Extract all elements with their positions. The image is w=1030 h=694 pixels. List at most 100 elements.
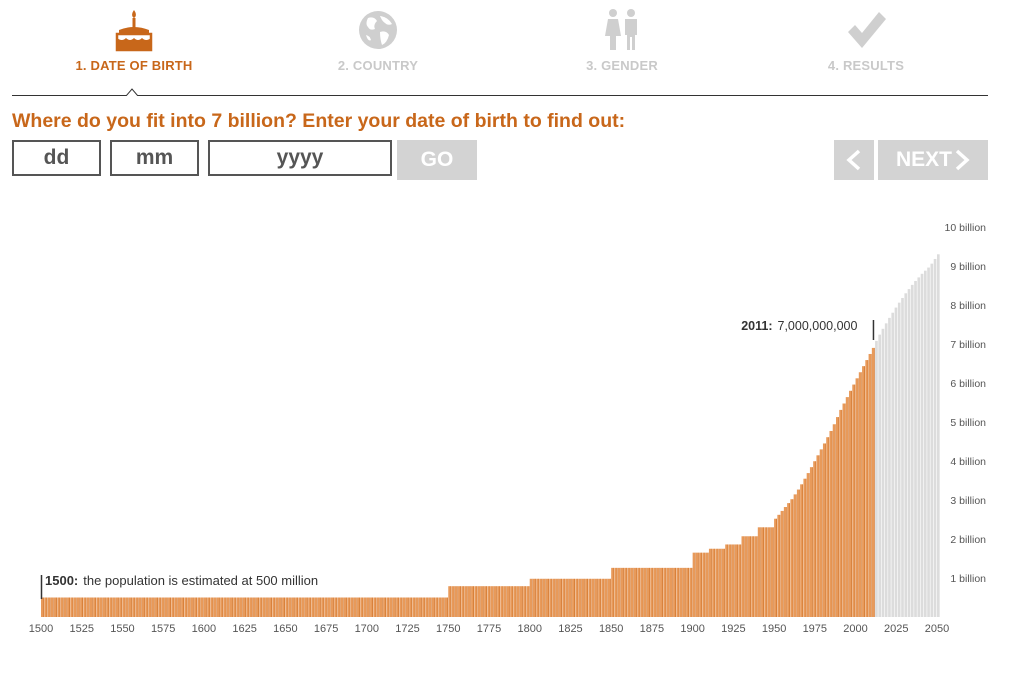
prev-button[interactable] [834, 140, 874, 180]
globe-icon [359, 11, 397, 49]
population-bar [363, 597, 367, 617]
x-tick-label: 1775 [477, 623, 501, 635]
population-bar [754, 536, 758, 617]
x-tick-label: 1850 [599, 623, 623, 635]
x-tick-label: 2025 [884, 623, 908, 635]
population-bar [370, 597, 373, 617]
y-axis-ticks: 1 billion 2 billion 3 billion 4 billion 5 bi… [945, 222, 987, 585]
population-bar [513, 586, 517, 617]
population-bar [373, 597, 376, 617]
population-bar [679, 567, 683, 617]
population-bar [41, 597, 44, 617]
population-bar [647, 567, 650, 617]
progress-steps: 1. DATE OF BIRTH 2. COUNTRY 3. GENDER 4.… [0, 0, 1030, 96]
population-bar [226, 597, 230, 617]
population-bar [852, 384, 855, 617]
population-bar [80, 597, 83, 617]
population-bar [725, 544, 728, 617]
bars-group [41, 254, 940, 618]
population-bar [259, 597, 262, 617]
population-bar [686, 567, 689, 617]
population-bar [532, 578, 536, 617]
month-field[interactable] [110, 140, 199, 176]
day-field[interactable] [12, 140, 101, 176]
population-bar [324, 597, 328, 617]
population-chart: 1500 1525 1550 1575 1600 1625 1650 1675 1700 1725… [29, 222, 987, 635]
population-bar [907, 289, 911, 617]
annotation-1500: 1500: the population is estimated at 500 … [45, 573, 318, 588]
annotation-1500-text: the population is estimated at 500 milli… [83, 573, 318, 588]
population-bar [878, 334, 882, 617]
go-button[interactable]: GO [397, 140, 477, 180]
population-bar [96, 597, 100, 617]
population-bar [128, 597, 132, 617]
month-input[interactable] [112, 142, 197, 174]
population-bar [282, 597, 285, 617]
population-bar [617, 567, 621, 617]
population-bar [431, 597, 435, 617]
population-bar [692, 552, 696, 617]
question-heading: Where do you fit into 7 billion? Enter y… [12, 110, 626, 132]
x-tick-label: 1925 [721, 623, 745, 635]
population-bar [216, 597, 220, 617]
population-bar [526, 586, 530, 617]
population-bar [405, 597, 409, 617]
population-bar [246, 597, 249, 617]
population-bar [435, 597, 438, 617]
population-bar [438, 597, 442, 617]
population-bar [796, 489, 800, 617]
population-bar [914, 280, 917, 617]
population-bar [389, 597, 393, 617]
population-bar [559, 578, 562, 617]
population-bar [718, 548, 722, 617]
population-bar [396, 597, 399, 617]
population-bar [712, 548, 715, 617]
population-bar [278, 597, 282, 617]
population-bar [220, 597, 223, 617]
population-bar [480, 586, 484, 617]
population-bar [598, 578, 601, 617]
x-tick-label: 1625 [232, 623, 256, 635]
population-bar [164, 597, 168, 617]
population-bar [738, 544, 741, 617]
x-tick-label: 1650 [273, 623, 297, 635]
year-field[interactable] [208, 140, 392, 176]
population-bar [207, 597, 210, 617]
x-tick-label: 1825 [558, 623, 582, 635]
population-bar [858, 372, 862, 617]
population-bar [402, 597, 406, 617]
population-bar [399, 597, 403, 617]
population-bar [774, 518, 777, 617]
population-bar [291, 597, 295, 617]
population-bar [552, 578, 556, 617]
population-bar [660, 567, 663, 617]
population-bar [728, 544, 732, 617]
population-bar [578, 578, 582, 617]
population-bar [588, 578, 592, 617]
population-bar [927, 267, 930, 617]
population-bar [884, 323, 888, 617]
population-bar [910, 284, 914, 617]
population-bar [347, 597, 350, 617]
day-input[interactable] [14, 142, 99, 174]
population-bar [184, 597, 188, 617]
population-bar [477, 586, 481, 617]
population-bar [44, 597, 47, 617]
population-bar [392, 597, 396, 617]
population-bar [454, 586, 458, 617]
next-button[interactable]: NEXT [878, 140, 988, 180]
population-bar [304, 597, 308, 617]
population-bar [67, 597, 70, 617]
population-bar [99, 597, 103, 617]
population-bar [60, 597, 64, 617]
population-bar [102, 597, 106, 617]
year-input[interactable] [210, 142, 390, 174]
population-bar [611, 567, 614, 617]
population-bar [510, 586, 513, 617]
population-bar [200, 597, 204, 617]
population-bar [93, 597, 96, 617]
population-bar [549, 578, 552, 617]
population-bar [865, 360, 868, 617]
x-tick-label: 1675 [314, 623, 338, 635]
population-bar [445, 597, 448, 617]
